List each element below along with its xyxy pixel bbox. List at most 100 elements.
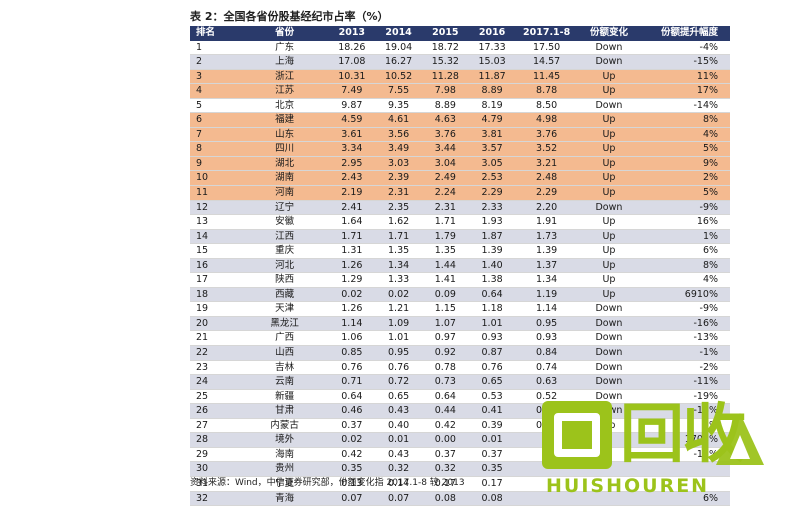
watermark-logo: 回收 HUISHOUREN	[540, 395, 770, 500]
cell-rank: 4	[190, 84, 241, 98]
cell-2017: 1.19	[515, 288, 577, 302]
cell-2017: 1.14	[515, 302, 577, 316]
cell-2013: 1.26	[328, 259, 375, 273]
cell-2014: 9.35	[375, 99, 422, 113]
cell-2013: 2.19	[328, 186, 375, 200]
cell-2014: 7.55	[375, 84, 422, 98]
cell-2013: 0.35	[328, 462, 375, 476]
cell-2015: 2.24	[422, 186, 469, 200]
cell-2017: 4.98	[515, 113, 577, 127]
cell-amplitude: 1%	[640, 230, 730, 244]
cell-province: 河南	[241, 186, 329, 200]
cell-2014: 0.43	[375, 404, 422, 418]
cell-2015: 3.76	[422, 128, 469, 142]
cell-change: Up	[578, 215, 640, 229]
cell-2017: 8.50	[515, 99, 577, 113]
cell-province: 云南	[241, 375, 329, 389]
cell-province: 内蒙古	[241, 419, 329, 433]
cell-2014: 0.40	[375, 419, 422, 433]
cell-2016: 11.87	[469, 70, 516, 84]
cell-province: 山西	[241, 346, 329, 360]
cell-2013: 2.43	[328, 171, 375, 185]
cell-rank: 11	[190, 186, 241, 200]
cell-amplitude: -9%	[640, 201, 730, 215]
cell-2017: 11.45	[515, 70, 577, 84]
cell-2015: 2.49	[422, 171, 469, 185]
cell-rank: 6	[190, 113, 241, 127]
cell-province: 福建	[241, 113, 329, 127]
cell-province: 天津	[241, 302, 329, 316]
cell-2015: 1.71	[422, 215, 469, 229]
cell-2017: 2.20	[515, 201, 577, 215]
cell-2014: 1.33	[375, 273, 422, 287]
cell-2015: 8.89	[422, 99, 469, 113]
cell-2015: 0.00	[422, 433, 469, 447]
cell-2013: 17.08	[328, 55, 375, 69]
cell-2013: 1.29	[328, 273, 375, 287]
cell-2015: 0.09	[422, 288, 469, 302]
cell-2016: 8.89	[469, 84, 516, 98]
cell-2016: 1.38	[469, 273, 516, 287]
cell-2013: 18.26	[328, 41, 375, 55]
cell-rank: 25	[190, 390, 241, 404]
cell-2016: 1.93	[469, 215, 516, 229]
cell-2013: 0.02	[328, 433, 375, 447]
cell-province: 吉林	[241, 361, 329, 375]
cell-2014: 0.72	[375, 375, 422, 389]
cell-amplitude: -15%	[640, 55, 730, 69]
cell-2014: 4.61	[375, 113, 422, 127]
cell-2016: 3.57	[469, 142, 516, 156]
table-title: 表 2：全国各省份股基经纪市占率（%）	[190, 8, 389, 24]
cell-rank: 16	[190, 259, 241, 273]
cell-2016: 1.01	[469, 317, 516, 331]
cell-2014: 1.71	[375, 230, 422, 244]
cell-2014: 1.62	[375, 215, 422, 229]
cell-2017: 0.74	[515, 361, 577, 375]
cell-province: 湖北	[241, 157, 329, 171]
cell-change: Up	[578, 84, 640, 98]
cell-2016: 0.35	[469, 462, 516, 476]
cell-province: 陕西	[241, 273, 329, 287]
cell-2017: 1.73	[515, 230, 577, 244]
cell-2016: 0.64	[469, 288, 516, 302]
cell-change: Up	[578, 259, 640, 273]
cell-2017: 3.52	[515, 142, 577, 156]
cell-province: 浙江	[241, 70, 329, 84]
cell-province: 甘肃	[241, 404, 329, 418]
cell-2013: 2.41	[328, 201, 375, 215]
cell-2015: 18.72	[422, 41, 469, 55]
cell-2016: 3.05	[469, 157, 516, 171]
cell-2014: 0.01	[375, 433, 422, 447]
column-header-2015: 2015	[422, 26, 469, 41]
cell-2014: 2.35	[375, 201, 422, 215]
cell-rank: 12	[190, 201, 241, 215]
cell-province: 重庆	[241, 244, 329, 258]
cell-2015: 0.78	[422, 361, 469, 375]
cell-2017: 2.29	[515, 186, 577, 200]
cell-amplitude: -4%	[640, 41, 730, 55]
column-header-2016: 2016	[469, 26, 516, 41]
cell-rank: 27	[190, 419, 241, 433]
cell-2015: 1.41	[422, 273, 469, 287]
source-note: 资料来源：Wind，中信证券研究部，份额变化指 2017.1-8 较 2013	[190, 475, 465, 488]
cell-change: Down	[578, 375, 640, 389]
cell-2016: 0.87	[469, 346, 516, 360]
cell-rank: 14	[190, 230, 241, 244]
cell-province: 广东	[241, 41, 329, 55]
cell-2014: 10.52	[375, 70, 422, 84]
cell-2014: 0.02	[375, 288, 422, 302]
cell-2016: 0.17	[469, 477, 516, 491]
cell-2015: 2.31	[422, 201, 469, 215]
cell-rank: 29	[190, 448, 241, 462]
